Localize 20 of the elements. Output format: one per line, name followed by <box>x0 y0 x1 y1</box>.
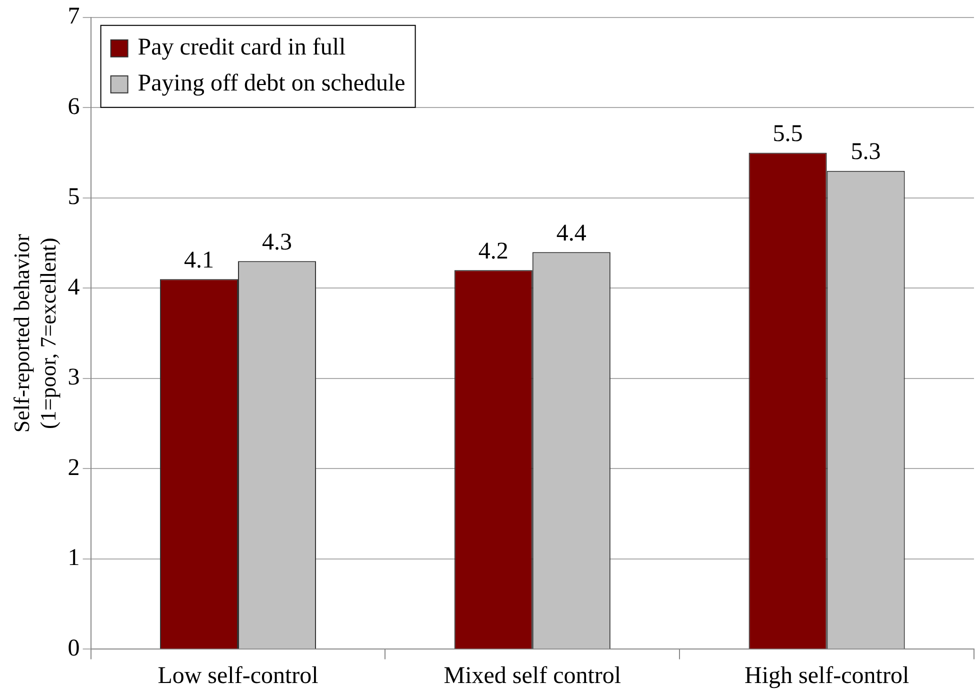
x-tick-label: Low self-control <box>158 662 319 689</box>
legend-label: Paying off debt on schedule <box>138 70 406 97</box>
data-label: 5.5 <box>772 121 803 148</box>
data-label: 4.1 <box>184 247 214 274</box>
x-tick-label: High self-control <box>744 662 910 689</box>
y-tick-label: 3 <box>68 364 80 391</box>
data-label: 4.3 <box>262 229 292 256</box>
y-tick-label: 4 <box>68 274 80 300</box>
y-axis-title: Self-reported behavior (1=poor, 7=excellent) <box>8 233 60 433</box>
y-tick-label: 6 <box>68 94 80 120</box>
y-tick-label: 0 <box>68 635 80 662</box>
y-tick-label: 1 <box>68 545 80 572</box>
data-label: 4.4 <box>556 220 586 246</box>
y-tick-label: 7 <box>68 4 80 30</box>
y-tick-label: 5 <box>68 184 80 210</box>
legend-label: Pay credit card in full <box>138 34 346 61</box>
y-tick-label: 2 <box>68 454 80 481</box>
data-label: 5.3 <box>850 139 881 166</box>
data-label: 4.2 <box>478 238 508 264</box>
x-tick-label: Mixed self control <box>444 662 622 689</box>
